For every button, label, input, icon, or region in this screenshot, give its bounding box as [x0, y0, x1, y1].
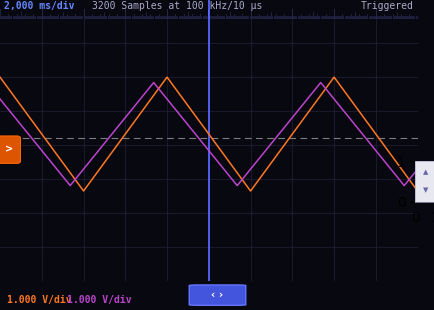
FancyBboxPatch shape [0, 136, 20, 163]
Text: Triggered: Triggered [360, 1, 412, 11]
Text: ▼: ▼ [421, 187, 427, 193]
Text: 3200 Samples at 100 kHz/10 μs: 3200 Samples at 100 kHz/10 μs [92, 1, 262, 11]
Text: ▲: ▲ [421, 170, 427, 175]
Text: ‹ ›: ‹ › [211, 290, 223, 300]
Text: 2,000 ms/div: 2,000 ms/div [4, 1, 75, 11]
Text: 1.000 V/div: 1.000 V/div [7, 295, 71, 305]
Text: >: > [5, 145, 13, 155]
Text: 1.000 V/div: 1.000 V/div [67, 295, 132, 305]
FancyBboxPatch shape [189, 285, 245, 305]
